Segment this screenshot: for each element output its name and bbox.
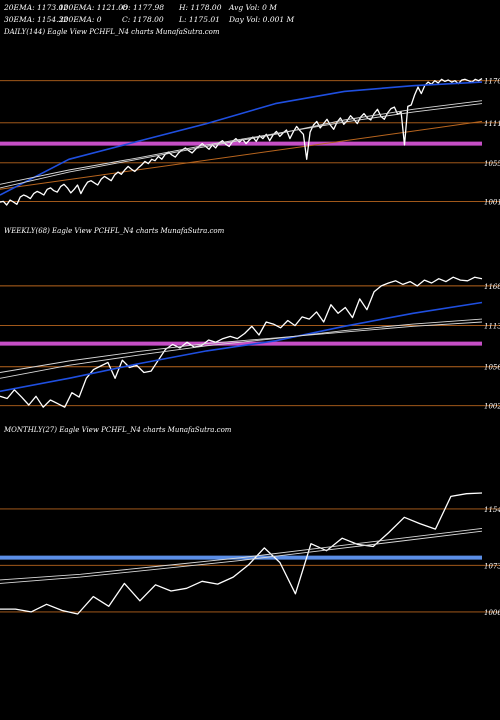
weekly-ytick-label: 1002: [484, 403, 500, 411]
weekly-panel-title: WEEKLY(68) Eagle View PCHFL_N4 charts Mu…: [4, 227, 225, 235]
ema200-value: 200EMA: 0: [59, 15, 102, 24]
dayvol-value: Day Vol: 0.001 M: [229, 15, 295, 24]
daily-ema-slow2-line: [0, 103, 483, 185]
daily-panel-title: DAILY(144) Eagle View PCHFL_N4 charts Mu…: [4, 28, 220, 36]
daily-ytick-label: 1170: [484, 78, 500, 86]
weekly-ema-slow1-line: [0, 318, 483, 379]
high-value: H: 1178.00: [179, 3, 222, 12]
weekly-ema-fast-line: [0, 301, 483, 393]
close-value: C: 1178.00: [122, 15, 164, 24]
ema30-value: 30EMA: 1154.32: [4, 15, 69, 24]
open-value: O: 1177.98: [122, 3, 165, 12]
weekly-ytick-label: 1056: [484, 364, 500, 372]
daily-ema-fast-line: [0, 81, 483, 196]
weekly-ema-slow2-line: [0, 321, 483, 373]
ema100-value: 100EMA: 1121.08: [59, 3, 128, 12]
avgvol-value: Avg Vol: 0 M: [229, 3, 277, 12]
monthly-ytick-label: 1006: [484, 609, 500, 617]
monthly-panel-title: MONTHLY(27) Eagle View PCHFL_N4 charts M…: [4, 426, 232, 434]
daily-ema-slow1-line: [0, 100, 483, 189]
ema20-value: 20EMA: 1173.02: [4, 3, 69, 12]
low-value: L: 1175.01: [179, 15, 220, 24]
daily-ytick-label: 1055: [484, 160, 500, 168]
weekly-ytick-label: 1113: [484, 323, 500, 331]
monthly-ytick-label: 1154: [484, 506, 500, 514]
header-row-2: 30EMA: 1154.32 200EMA: 0 C: 1178.00 L: 1…: [4, 15, 494, 25]
monthly-ema-slow2-line: [0, 530, 483, 584]
daily-trend-line: [0, 120, 483, 190]
header-row-1: 20EMA: 1173.02 100EMA: 1121.08 O: 1177.9…: [4, 3, 494, 13]
monthly-ema-slow1-line: [0, 527, 483, 581]
weekly-price-line: [0, 276, 483, 408]
monthly-price-line: [0, 492, 483, 615]
monthly-ytick-label: 1073: [484, 562, 500, 570]
weekly-ytick-label: 1168: [484, 283, 500, 291]
